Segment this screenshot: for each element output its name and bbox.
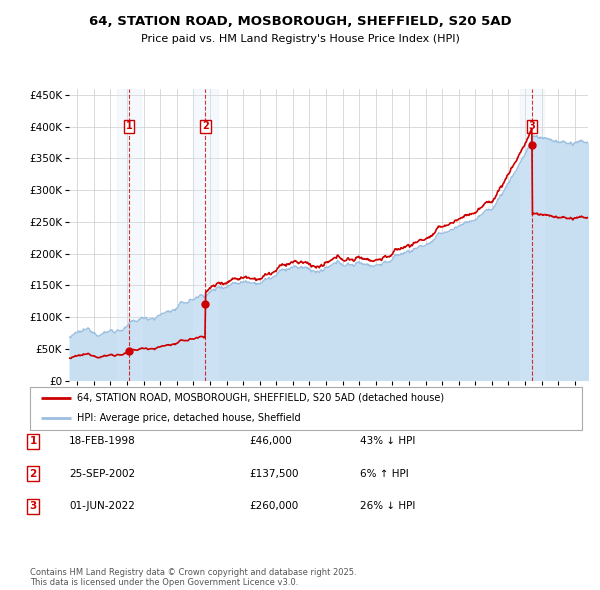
Text: 2: 2 — [29, 469, 37, 478]
Text: £260,000: £260,000 — [249, 502, 298, 511]
Bar — [193, 88, 218, 381]
Text: 1: 1 — [125, 122, 133, 132]
Text: Price paid vs. HM Land Registry's House Price Index (HPI): Price paid vs. HM Land Registry's House … — [140, 34, 460, 44]
Text: 64, STATION ROAD, MOSBOROUGH, SHEFFIELD, S20 5AD (detached house): 64, STATION ROAD, MOSBOROUGH, SHEFFIELD,… — [77, 393, 444, 402]
Text: 25-SEP-2002: 25-SEP-2002 — [69, 469, 135, 478]
Text: 26% ↓ HPI: 26% ↓ HPI — [360, 502, 415, 511]
Bar — [116, 88, 142, 381]
Text: 01-JUN-2022: 01-JUN-2022 — [69, 502, 135, 511]
Text: 1: 1 — [29, 437, 37, 446]
Text: £137,500: £137,500 — [249, 469, 299, 478]
Text: 64, STATION ROAD, MOSBOROUGH, SHEFFIELD, S20 5AD: 64, STATION ROAD, MOSBOROUGH, SHEFFIELD,… — [89, 15, 511, 28]
FancyBboxPatch shape — [30, 387, 582, 430]
Text: 18-FEB-1998: 18-FEB-1998 — [69, 437, 136, 446]
Text: 3: 3 — [29, 502, 37, 511]
Text: 6% ↑ HPI: 6% ↑ HPI — [360, 469, 409, 478]
Bar — [520, 88, 544, 381]
Text: 2: 2 — [202, 122, 209, 132]
Text: 43% ↓ HPI: 43% ↓ HPI — [360, 437, 415, 446]
Text: HPI: Average price, detached house, Sheffield: HPI: Average price, detached house, Shef… — [77, 412, 301, 422]
Text: 3: 3 — [529, 122, 535, 132]
Text: Contains HM Land Registry data © Crown copyright and database right 2025.
This d: Contains HM Land Registry data © Crown c… — [30, 568, 356, 587]
Text: £46,000: £46,000 — [249, 437, 292, 446]
